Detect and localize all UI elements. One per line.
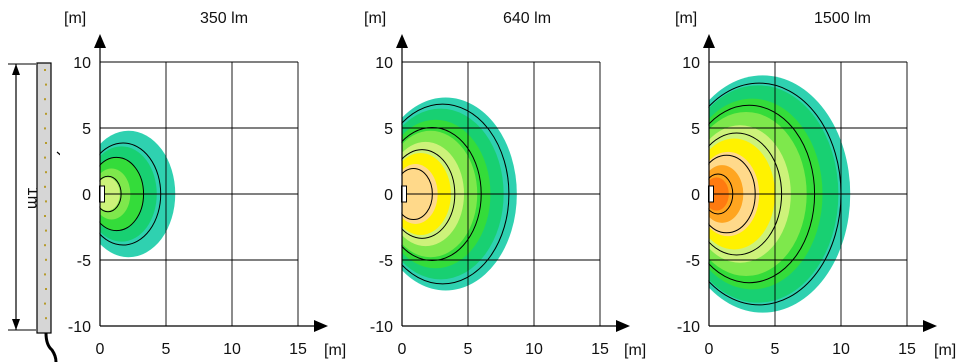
y-tick-label: -10 <box>68 319 91 336</box>
axes <box>396 34 630 332</box>
led-dot <box>45 83 47 86</box>
x-axis-unit: [m] <box>934 342 956 359</box>
panel-350lm: 350 lm [m] [m] 10 5 0 -5 -10 0 5 10 15 <box>60 10 346 359</box>
led-dot <box>44 156 46 159</box>
led-dot <box>44 69 46 71</box>
led-dot <box>45 288 47 290</box>
y-axis-arrow <box>396 34 408 48</box>
x-tick-label: 5 <box>771 341 780 358</box>
panel-title: 1500 lm <box>814 10 871 27</box>
panel-title: 640 lm <box>503 10 551 27</box>
led-dot <box>44 185 46 188</box>
led-dot <box>45 258 47 261</box>
led-dot <box>45 317 47 320</box>
x-tick-label: 15 <box>898 341 916 358</box>
x-tick-label: 10 <box>223 341 241 358</box>
x-tick-label: 0 <box>705 341 714 358</box>
x-tick-label: 0 <box>398 341 407 358</box>
y-axis-arrow <box>703 34 715 48</box>
isolines <box>362 60 510 328</box>
y-tick-label: -5 <box>379 253 393 270</box>
led-dot <box>44 273 46 276</box>
y-tick-label: 5 <box>384 121 393 138</box>
x-axis-arrow <box>616 320 630 332</box>
y-tick-label: 5 <box>82 121 91 138</box>
led-dot <box>44 215 46 217</box>
led-dot <box>45 229 47 232</box>
dimension-arrow-up <box>12 64 20 75</box>
y-tick-label: -5 <box>686 253 700 270</box>
y-tick-label: 10 <box>682 55 700 72</box>
x-tick-label: 10 <box>832 341 850 358</box>
x-axis-unit: [m] <box>324 342 346 359</box>
x-tick-label: 5 <box>464 341 473 358</box>
grid <box>100 61 299 327</box>
y-axis-arrow <box>94 34 106 48</box>
x-tick-label: 15 <box>289 341 307 358</box>
led-dots <box>44 69 47 320</box>
left-mask <box>669 60 709 328</box>
y-tick-label: -5 <box>77 253 91 270</box>
axes <box>703 34 937 332</box>
x-tick-label: 5 <box>162 341 171 358</box>
panel-640lm: 640 lm [m] [m] 10 5 0 -5 -10 0 5 10 15 <box>362 10 646 359</box>
left-mask <box>362 60 402 328</box>
y-tick-label: 5 <box>691 121 700 138</box>
y-tick-label: 10 <box>375 55 393 72</box>
dimension-arrow-down <box>12 319 20 330</box>
x-tick-label: 0 <box>96 341 105 358</box>
x-axis-arrow <box>923 320 937 332</box>
y-tick-label: 10 <box>73 55 91 72</box>
led-dot <box>44 127 46 130</box>
panel-title: 350 lm <box>200 10 248 27</box>
led-dot <box>45 200 47 203</box>
isolines <box>669 60 842 328</box>
y-axis-unit: [m] <box>64 10 86 27</box>
y-tick-label: 0 <box>691 187 700 204</box>
led-dot <box>45 171 47 174</box>
y-tick-label: 0 <box>384 187 393 204</box>
x-axis-arrow <box>314 320 328 332</box>
panel-1500lm: 1500 lm [m] [m] 10 5 0 -5 -10 0 5 10 15 <box>669 10 956 359</box>
power-cable <box>44 332 58 362</box>
led-dot <box>45 142 47 144</box>
y-tick-label: 0 <box>82 187 91 204</box>
axes <box>94 34 328 332</box>
led-dot <box>44 244 46 247</box>
lamp-strip-body <box>36 62 52 334</box>
led-dot <box>45 112 47 115</box>
x-axis-unit: [m] <box>624 342 646 359</box>
led-dot <box>44 98 46 101</box>
y-axis-unit: [m] <box>675 10 697 27</box>
y-axis-unit: [m] <box>364 10 386 27</box>
left-mask <box>60 60 100 328</box>
led-dot <box>44 302 46 305</box>
y-tick-label: -10 <box>370 319 393 336</box>
x-tick-label: 10 <box>525 341 543 358</box>
y-tick-label: -10 <box>677 319 700 336</box>
x-tick-label: 15 <box>591 341 609 358</box>
